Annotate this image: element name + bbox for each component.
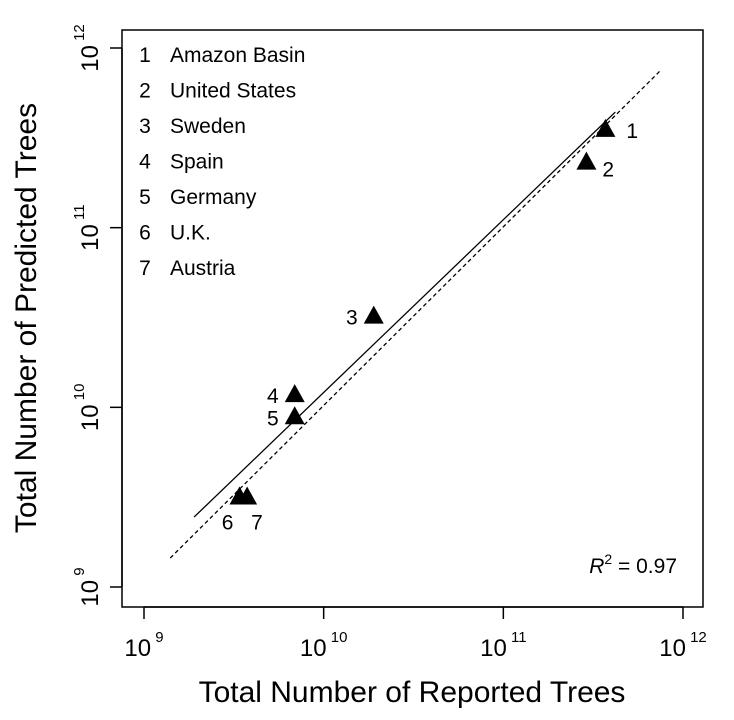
data-point-4 xyxy=(284,384,305,403)
point-label-3: 3 xyxy=(346,307,358,330)
y-tick-label: 10 11 xyxy=(71,204,104,250)
legend-number: 7 xyxy=(139,257,151,280)
legend-number: 4 xyxy=(139,151,151,174)
data-point-5 xyxy=(284,406,305,425)
point-label-7: 7 xyxy=(251,511,263,534)
reference-line xyxy=(169,69,662,559)
y-tick-label: 10 10 xyxy=(71,384,104,432)
legend-number: 5 xyxy=(139,186,151,209)
legend-entry: Amazon Basin xyxy=(170,44,305,67)
legend-entry: U.K. xyxy=(170,222,211,245)
legend-number: 2 xyxy=(139,80,151,103)
y-axis-title: Total Number of Predicted Trees xyxy=(10,103,43,533)
legend-entry: Sweden xyxy=(170,115,246,138)
point-label-5: 5 xyxy=(267,407,279,430)
data-point-7 xyxy=(237,486,258,505)
point-label-2: 2 xyxy=(602,159,614,182)
point-label-4: 4 xyxy=(267,385,279,408)
data-point-2 xyxy=(576,151,597,170)
y-tick-label: 10 12 xyxy=(71,24,104,72)
legend: 1 Amazon Basin 2 United States 3 Sweden 4 Spain… xyxy=(139,44,305,280)
x-axis: 10 9 10 10 10 11 10 12 xyxy=(124,606,707,662)
x-tick-label: 10 10 xyxy=(300,629,348,662)
data-point-3 xyxy=(363,305,384,324)
r-squared-annotation: R2 = 0.97 xyxy=(589,551,677,578)
legend-number: 3 xyxy=(139,115,151,138)
legend-entry: United States xyxy=(170,80,296,103)
x-tick-label: 10 9 xyxy=(124,629,163,662)
data-points: 12 3 45 6 7 xyxy=(222,118,638,534)
legend-entry: Spain xyxy=(170,151,224,174)
legend-number: 6 xyxy=(139,222,151,245)
legend-number: 1 xyxy=(139,44,151,67)
legend-entry: Germany xyxy=(170,186,257,209)
y-tick-label: 10 9 xyxy=(71,567,104,606)
x-tick-label: 10 11 xyxy=(480,629,526,662)
y-axis: 10 9 10 10 10 11 10 12 xyxy=(71,24,123,607)
legend-entry: Austria xyxy=(170,257,236,280)
fit-line xyxy=(193,111,616,518)
regression-lines xyxy=(169,69,662,559)
x-axis-title: Total Number of Reported Trees xyxy=(199,676,626,709)
point-label-6: 6 xyxy=(222,511,234,534)
data-point-1 xyxy=(595,118,616,137)
point-label-1: 1 xyxy=(626,120,638,143)
x-tick-label: 10 12 xyxy=(659,629,707,662)
